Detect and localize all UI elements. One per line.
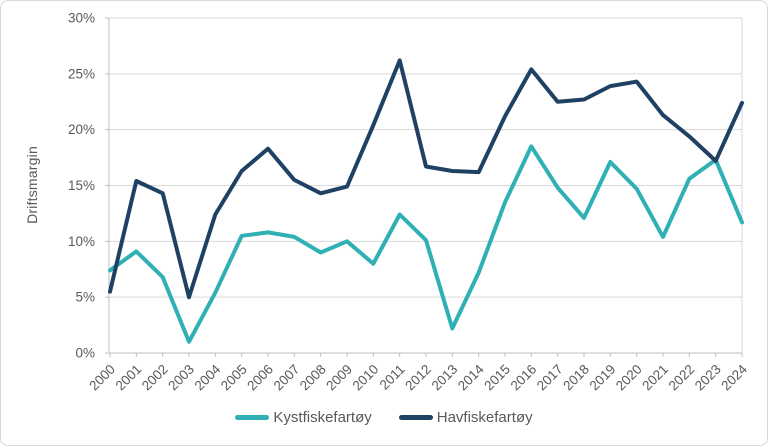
y-axis-title: Driftsmargin <box>24 146 40 224</box>
x-axis-tick-label: 2020 <box>613 362 645 394</box>
legend-swatch-havfiskefartoy <box>398 415 433 420</box>
legend-label-havfiskefartoy: Havfiskefartøy <box>436 409 533 426</box>
legend-label-kystfiskefartoy: Kystfiskefartøy <box>273 409 372 426</box>
x-axis-tick-label: 2001 <box>113 362 145 394</box>
y-axis-tick-label: 0% <box>75 346 95 361</box>
x-axis-tick-label: 2013 <box>429 362 461 394</box>
legend-swatch-kystfiskefartoy <box>235 415 270 420</box>
y-axis-tick-label: 15% <box>68 178 95 193</box>
x-axis-tick-label: 2003 <box>165 362 197 394</box>
x-axis-tick-label: 2017 <box>534 362 566 394</box>
x-axis-tick-label: 2018 <box>560 362 592 394</box>
x-axis-tick-label: 2014 <box>455 361 487 393</box>
x-axis-tick-label: 2010 <box>350 362 382 394</box>
x-axis-tick-label: 2015 <box>481 362 513 394</box>
y-axis-tick-label: 30% <box>68 11 95 26</box>
series-line-havfiskefart-y <box>108 58 744 300</box>
series-line-kystfiskefart-y <box>108 144 744 344</box>
x-axis-tick-label: 2002 <box>139 362 171 394</box>
x-axis-tick-label: 2022 <box>666 362 698 394</box>
x-axis-tick-label: 2024 <box>718 361 750 393</box>
x-axis-tick-label: 2008 <box>297 362 329 394</box>
x-axis-tick-label: 2004 <box>192 361 224 393</box>
y-axis-tick-label: 5% <box>75 290 95 305</box>
y-axis-tick-label: 20% <box>68 122 95 137</box>
x-axis-tick-label: 2000 <box>86 362 118 394</box>
legend-entry-havfiskefartoy: Havfiskefartøy <box>398 409 533 426</box>
chart-legend: Kystfiskefartøy Havfiskefartøy <box>1 409 767 426</box>
x-axis-tick-label: 2009 <box>323 362 355 394</box>
x-axis-tick-label: 2011 <box>377 362 408 393</box>
y-axis-tick-label: 25% <box>68 66 95 81</box>
y-axis-tick-label: 10% <box>68 234 95 249</box>
x-axis-tick-label: 2021 <box>639 362 671 394</box>
legend-entry-kystfiskefartoy: Kystfiskefartøy <box>235 409 372 426</box>
x-axis-tick-label: 2005 <box>218 362 250 394</box>
x-axis-tick-label: 2007 <box>271 362 303 394</box>
x-axis-tick-label: 2023 <box>692 362 724 394</box>
x-axis-tick-label: 2016 <box>508 362 540 394</box>
x-axis-tick-label: 2006 <box>244 362 276 394</box>
x-axis-tick-label: 2012 <box>402 362 434 394</box>
x-axis-tick-label: 2019 <box>587 362 619 394</box>
